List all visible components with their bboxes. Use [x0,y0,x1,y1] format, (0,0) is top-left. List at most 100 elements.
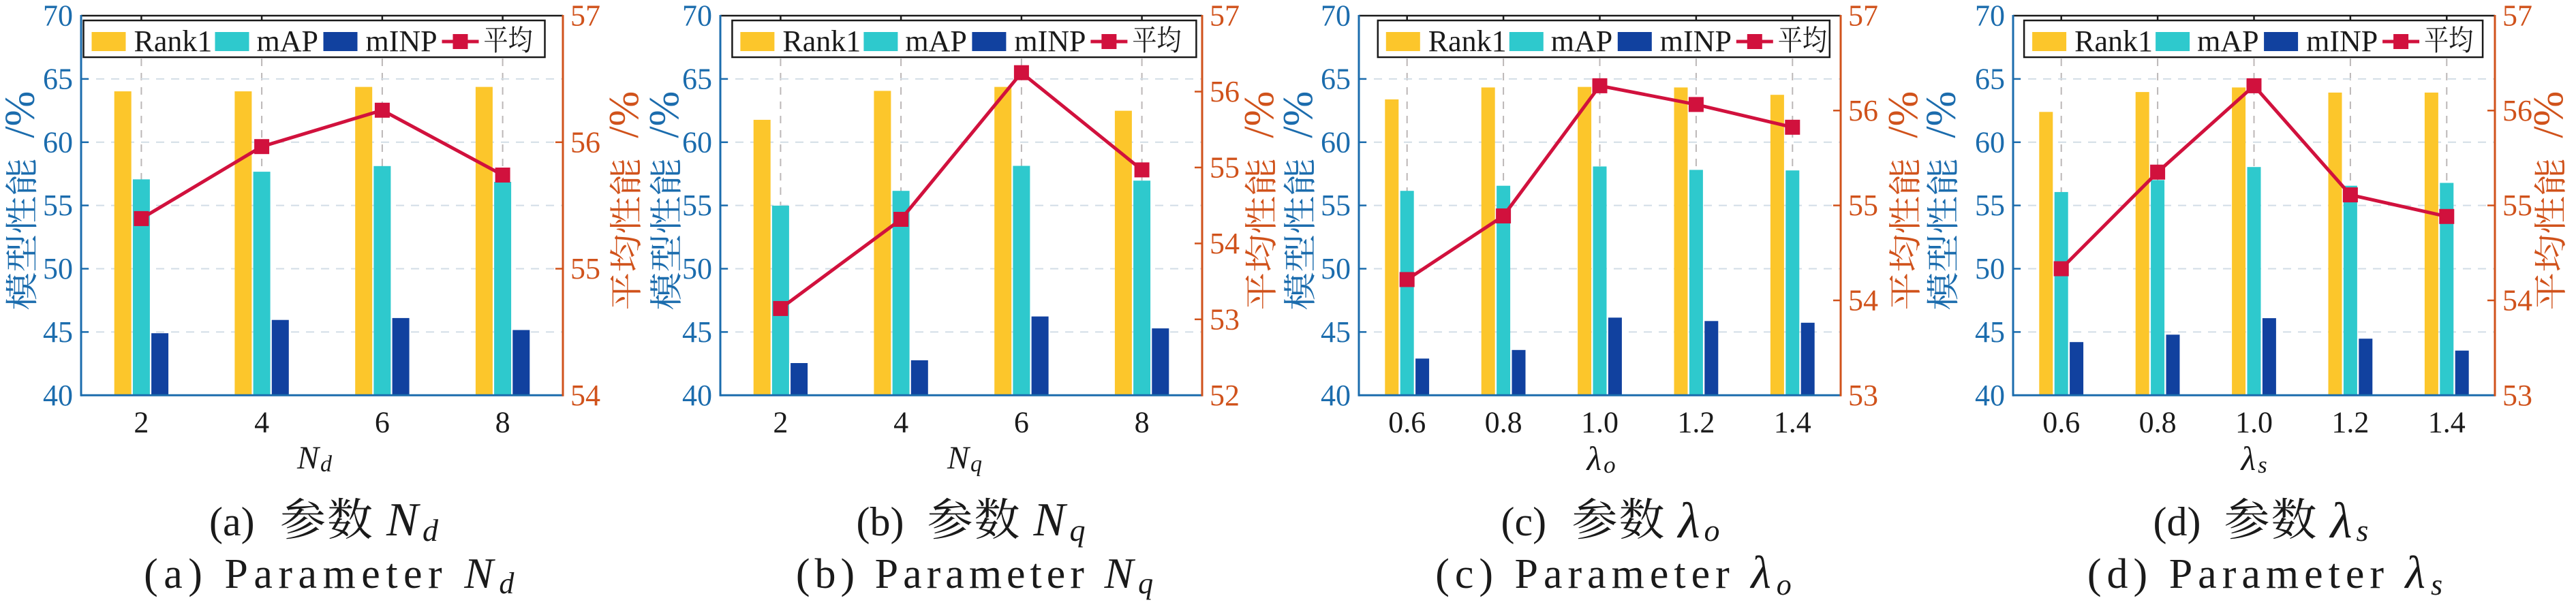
svg-text:1.4: 1.4 [2428,406,2466,439]
svg-text:N: N [386,494,420,546]
svg-text:65: 65 [1321,62,1351,95]
svg-text:55: 55 [1210,151,1240,184]
svg-text:60: 60 [43,125,73,159]
svg-text:0.6: 0.6 [1388,406,1426,439]
svg-text:55: 55 [1321,189,1351,222]
svg-text:65: 65 [682,62,712,95]
svg-text:70: 70 [1321,0,1351,33]
svg-text:mINP: mINP [2306,25,2378,58]
svg-text:6: 6 [375,406,390,439]
svg-text:50: 50 [43,252,73,285]
svg-text:1.2: 1.2 [1677,406,1715,439]
svg-text:57: 57 [1848,0,1878,33]
svg-text:mINP: mINP [1660,25,1732,58]
svg-text:40: 40 [682,379,712,412]
svg-text:/%: /% [601,91,647,138]
svg-text:50: 50 [682,252,712,285]
svg-text:70: 70 [1975,0,2005,33]
svg-text:mINP: mINP [366,25,438,58]
svg-text:55: 55 [570,252,600,285]
svg-text:/%: /% [2526,91,2572,138]
svg-text:45: 45 [43,315,73,349]
svg-text:65: 65 [1975,62,2005,95]
svg-text:/%: /% [0,91,44,138]
svg-text:53: 53 [2502,379,2532,412]
svg-text:(d): (d) [2153,499,2201,544]
svg-text:mAP: mAP [2197,25,2258,58]
svg-text:40: 40 [1321,379,1351,412]
svg-text:54: 54 [1210,227,1240,260]
svg-text:53: 53 [1848,379,1878,412]
svg-text:λo: λo [1586,439,1616,478]
svg-text:50: 50 [1975,252,2005,285]
svg-text:56: 56 [2502,94,2532,127]
svg-text:1.0: 1.0 [2235,406,2273,439]
svg-text:45: 45 [1321,315,1351,349]
svg-text:0.6: 0.6 [2042,406,2080,439]
svg-text:λ: λ [2329,493,2352,549]
svg-text:55: 55 [1975,189,2005,222]
svg-text:6: 6 [1014,406,1029,439]
svg-text:Rank1: Rank1 [2074,25,2153,58]
svg-text:50: 50 [1321,252,1351,285]
svg-text:53: 53 [1210,302,1240,336]
svg-text:Nd: Nd [296,440,333,477]
svg-text:65: 65 [43,62,73,95]
svg-text:54: 54 [1848,284,1878,317]
svg-text:70: 70 [682,0,712,33]
svg-text:mAP: mAP [257,25,318,58]
svg-text:N: N [1033,494,1068,546]
svg-text:o: o [1704,513,1720,548]
svg-text:/%: /% [1236,91,1283,138]
svg-text:40: 40 [43,379,73,412]
svg-text:70: 70 [43,0,73,33]
svg-text:8: 8 [495,406,510,439]
svg-text:Rank1: Rank1 [134,25,213,58]
svg-text:(c) Parameter λo: (c) Parameter λo [1435,546,1797,601]
svg-text:8: 8 [1135,406,1150,439]
svg-text:55: 55 [1848,189,1878,222]
svg-text:(d) Parameter λs: (d) Parameter λs [2087,546,2448,601]
svg-text:60: 60 [682,125,712,159]
svg-text:λ: λ [1677,493,1700,549]
svg-text:55: 55 [682,189,712,222]
svg-text:56: 56 [570,125,600,159]
svg-text:mAP: mAP [905,25,966,58]
svg-text:/%: /% [641,91,688,138]
svg-text:40: 40 [1975,379,2005,412]
svg-text:Rank1: Rank1 [782,25,861,58]
svg-text:54: 54 [2502,284,2532,317]
svg-text:1.4: 1.4 [1774,406,1811,439]
svg-text:54: 54 [570,379,600,412]
svg-text:2: 2 [134,406,149,439]
svg-text:s: s [2357,513,2369,548]
svg-text:/%: /% [1880,91,1927,138]
svg-text:d: d [423,513,439,548]
svg-text:Rank1: Rank1 [1428,25,1507,58]
svg-text:57: 57 [2502,0,2532,33]
svg-text:60: 60 [1321,125,1351,159]
svg-text:(b): (b) [857,499,904,544]
svg-text:1.0: 1.0 [1581,406,1619,439]
svg-text:(b) Parameter Nq: (b) Parameter Nq [796,549,1158,600]
svg-text:56: 56 [1848,94,1878,127]
svg-text:(a) Parameter Nd: (a) Parameter Nd [144,549,520,600]
svg-text:mAP: mAP [1551,25,1612,58]
svg-text:57: 57 [570,0,600,33]
svg-text:0.8: 0.8 [1485,406,1522,439]
svg-text:(c): (c) [1501,499,1547,544]
svg-text:q: q [1070,513,1086,548]
svg-text:1.2: 1.2 [2331,406,2369,439]
svg-text:2: 2 [773,406,788,439]
svg-text:52: 52 [1210,379,1240,412]
svg-text:55: 55 [43,189,73,222]
svg-text:55: 55 [2502,189,2532,222]
svg-text:4: 4 [893,406,908,439]
svg-text:/%: /% [1918,91,1965,138]
svg-text:45: 45 [1975,315,2005,349]
svg-text:(a): (a) [209,499,255,544]
svg-text:57: 57 [1210,0,1240,33]
svg-text:4: 4 [254,406,269,439]
svg-text:56: 56 [1210,75,1240,108]
svg-text:45: 45 [682,315,712,349]
